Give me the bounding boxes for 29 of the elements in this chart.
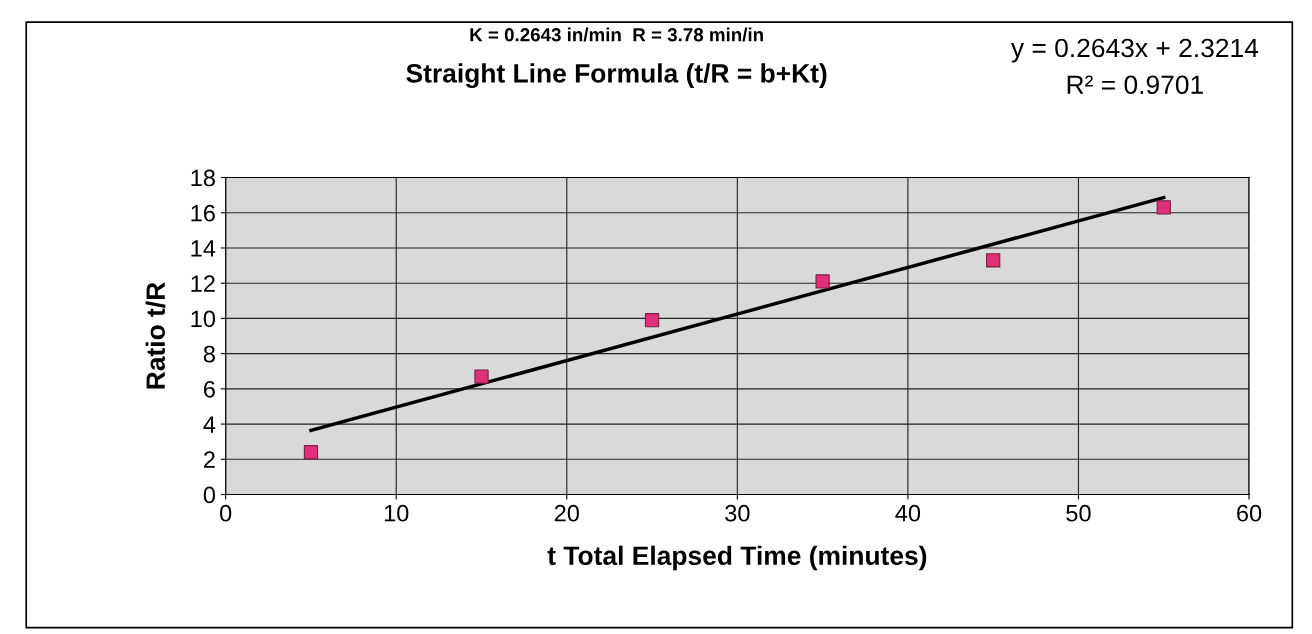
point [644, 313, 660, 328]
y-tick-label: 16 [191, 204, 215, 222]
y-tick-label: 4 [203, 416, 216, 433]
point [474, 369, 489, 384]
x-tick-label: 60 [1237, 504, 1262, 522]
chart-title: Straight Line Formula (t/R = b+Kt) [406, 63, 827, 89]
x-axis-title: t Total Elapsed Time (minutes) [547, 545, 927, 571]
x-tick-label: 20 [554, 504, 579, 522]
y-axis-title: Ratio t/R [145, 282, 166, 389]
point [303, 445, 319, 460]
x-tick-label: 50 [1066, 504, 1091, 522]
y-tick-label: 14 [191, 240, 216, 257]
x-tick-label: 10 [384, 504, 409, 522]
point [815, 274, 830, 289]
y-tick-label: 12 [191, 275, 215, 292]
text: y = 0.2643x + 2.3214 [1010, 38, 1259, 63]
x-tick-label: 40 [895, 504, 921, 522]
y-tick-label: 6 [204, 380, 215, 398]
text: R² = 0.9701 [1067, 75, 1203, 95]
y-tick-label: 10 [191, 310, 216, 328]
y-tick-label: 2 [204, 451, 215, 468]
point [1156, 200, 1171, 215]
x-tick-label: 0 [220, 504, 232, 522]
x-tick-label: 30 [725, 504, 750, 522]
chart-subtitle: K = 0.2643 in/min R = 3.78 min/in [470, 27, 763, 42]
y-tick-label: 8 [203, 345, 215, 363]
y-tick-label: 0 [203, 486, 216, 504]
y-tick-label: 18 [191, 169, 215, 187]
point [986, 253, 1001, 268]
